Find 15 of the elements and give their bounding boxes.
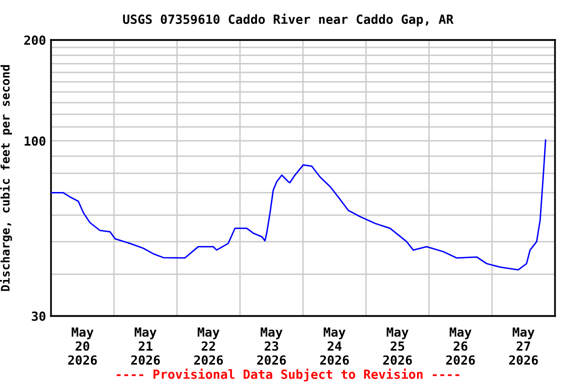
- x-tick-label: May 21 2026: [131, 327, 160, 365]
- x-tick-label: May 20 2026: [68, 327, 97, 365]
- x-tick-label: May 23 2026: [257, 327, 286, 365]
- x-tick-label: May 25 2026: [383, 327, 412, 365]
- y-tick-label: 200: [24, 35, 46, 45]
- y-axis-title: Discharge, cubic feet per second: [0, 65, 12, 291]
- text: ---- Provisional Data Subject to Revision ----: [116, 368, 460, 382]
- y-tick-label: 100: [24, 136, 46, 146]
- chart-title: USGS 07359610 Caddo River near Caddo Gap, AR: [123, 14, 454, 26]
- y-tick-label: 30: [32, 311, 46, 321]
- line-series: [51, 139, 546, 271]
- x-tick-label: May 24 2026: [320, 327, 349, 365]
- x-tick-label: May 22 2026: [194, 327, 223, 365]
- x-tick-label: May 26 2026: [446, 327, 475, 365]
- x-tick-label: May 27 2026: [509, 327, 538, 365]
